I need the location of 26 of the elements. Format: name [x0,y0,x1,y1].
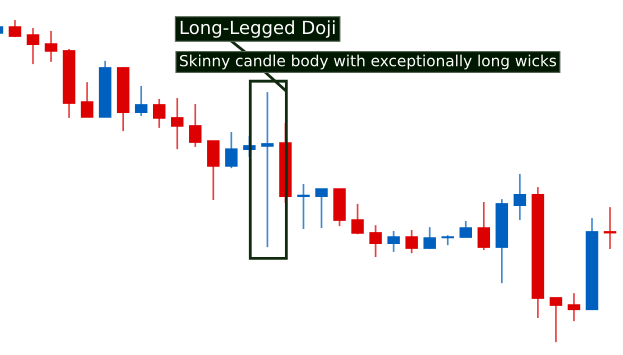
candlestick [80,81,94,118]
candlestick [604,206,616,250]
candlestick [514,173,526,221]
candlestick [26,27,40,65]
candlestick [351,203,364,236]
candlestick [405,229,418,254]
candlestick [261,91,274,248]
candlestick [297,183,310,230]
candlestick [171,97,184,150]
annotation: Long-Legged Doji [180,20,335,38]
candlestick [460,220,472,238]
candlestick [568,292,580,322]
candlestick [225,131,238,169]
candlestick [189,103,202,148]
candlestick [134,85,148,117]
candlestick [8,19,22,38]
candlestick [315,188,328,229]
candlestick [441,234,454,246]
candlestick [44,30,58,63]
candlestick [369,224,382,258]
candlestick [152,98,166,129]
candlestick [478,201,490,251]
candlestick [387,230,400,253]
candlestick [550,297,562,343]
annotation: Skinny candle body with exceptionally long wicks [180,54,556,70]
candlestick [423,226,436,250]
